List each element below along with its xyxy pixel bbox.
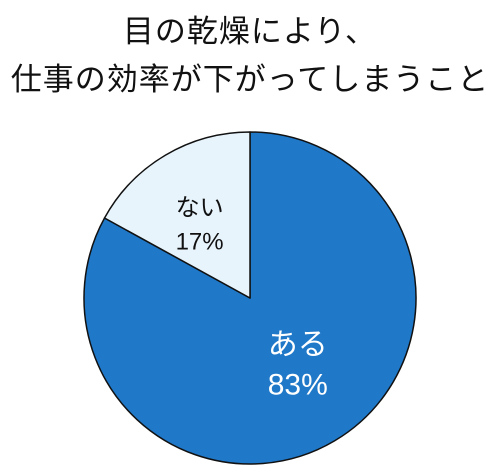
pie-label-name-1: ある: [268, 327, 328, 362]
pie-label-1: ある 83%: [268, 327, 328, 401]
pie-label-2: ない 17%: [176, 193, 224, 255]
pie-slice-2: [103, 131, 251, 299]
chart-title-line-1: 目の乾燥により、: [122, 14, 378, 50]
pie-label-value-1: 83%: [268, 368, 328, 401]
chart-title-line-2: 仕事の効率が下がってしまうこと: [10, 62, 490, 98]
pie-label-value-2: 17%: [176, 228, 224, 255]
pie-label-name-2: ない: [176, 193, 224, 221]
chart-title: 目の乾燥により、 仕事の効率が下がってしまうこと: [0, 8, 500, 104]
